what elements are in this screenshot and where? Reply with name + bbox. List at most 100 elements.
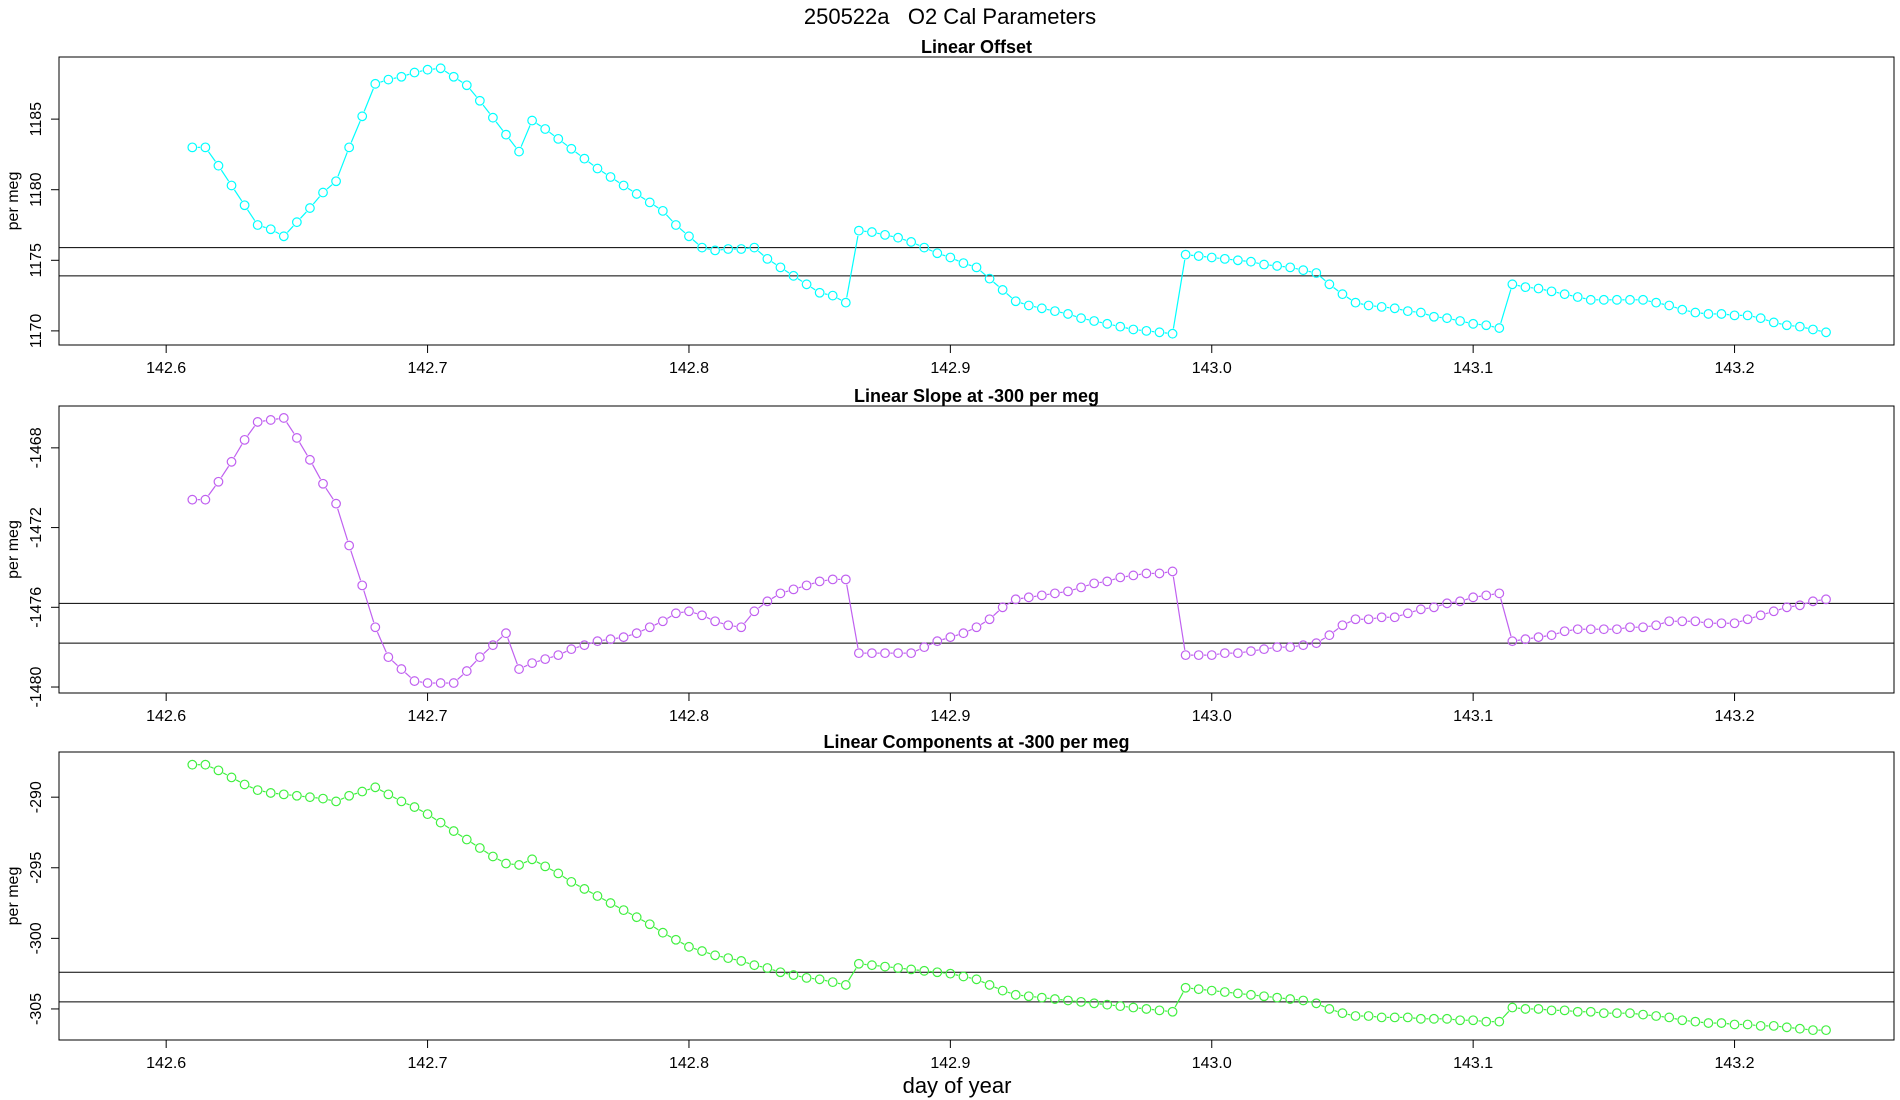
point [1429,311,1439,322]
point [1402,306,1413,317]
connector [1360,303,1364,305]
point [488,640,498,651]
point [1651,1011,1662,1021]
connector [550,656,554,659]
connector [641,919,646,923]
point [1232,648,1243,659]
point [1023,991,1034,1002]
point [488,851,498,862]
point [1154,568,1165,579]
point [344,540,355,551]
point [984,614,995,625]
point [1468,592,1479,603]
point [801,279,812,290]
point [644,622,655,633]
point [553,650,564,661]
point [1232,255,1243,266]
y-tick-label: 1175 [28,243,45,278]
point [1559,289,1570,300]
connector [262,226,266,229]
connector [1085,584,1090,587]
point [1036,590,1047,601]
point [357,580,368,591]
point [880,961,890,972]
point [997,602,1008,613]
point [1572,1006,1583,1017]
point [644,919,655,930]
connector [968,977,972,979]
connector [1033,306,1037,308]
point [801,580,812,591]
point [749,960,760,971]
connector [562,650,567,654]
connector [457,79,463,83]
connector [993,610,1000,617]
y-tick-label: 1170 [28,314,45,349]
point [697,242,707,253]
point [670,220,681,230]
connector [1752,616,1756,619]
point [657,205,668,216]
connector [1491,325,1495,328]
point [422,64,433,75]
point [723,244,734,254]
point [1559,1005,1570,1016]
connector [785,972,789,975]
connector [1648,300,1652,303]
point [213,765,224,776]
point [736,956,747,966]
point [1246,646,1256,657]
connector [470,841,476,846]
point [880,648,890,659]
point [1716,618,1727,629]
connector [262,790,266,793]
y-tick-label: -290 [28,781,45,813]
connector [220,169,230,182]
point [252,417,263,427]
x-tick-label: 143.0 [1192,360,1232,377]
point [1063,586,1073,597]
point [631,912,642,923]
point [200,494,211,505]
point [1167,328,1178,339]
point [880,229,890,240]
point [1677,304,1688,315]
point [1703,309,1714,319]
point [1115,1001,1126,1012]
connector [1739,620,1743,623]
connector [1319,276,1326,282]
point [474,843,485,853]
point [592,891,603,901]
point [291,217,302,228]
connector [1674,1017,1678,1020]
connector [902,238,907,241]
connector [247,209,256,221]
connector [457,833,463,838]
connector [942,638,946,641]
y-tick-label: -1472 [28,507,45,548]
connector [771,261,777,265]
connector [380,80,384,83]
connector [720,955,724,958]
point [1598,624,1609,635]
point [1010,296,1021,307]
point [370,622,381,633]
connector [350,120,361,143]
point [1415,1013,1426,1024]
point [814,974,825,985]
point [1520,1004,1531,1014]
point [605,898,616,908]
connector [406,73,410,76]
point [893,963,903,973]
point [1050,994,1060,1004]
connector [483,648,490,654]
point [1259,259,1269,270]
connector [1020,302,1024,305]
connector [707,248,711,250]
point [670,934,681,945]
point [1664,300,1675,311]
point [200,759,211,770]
point [1298,640,1309,651]
point [618,905,629,916]
point [605,634,616,645]
